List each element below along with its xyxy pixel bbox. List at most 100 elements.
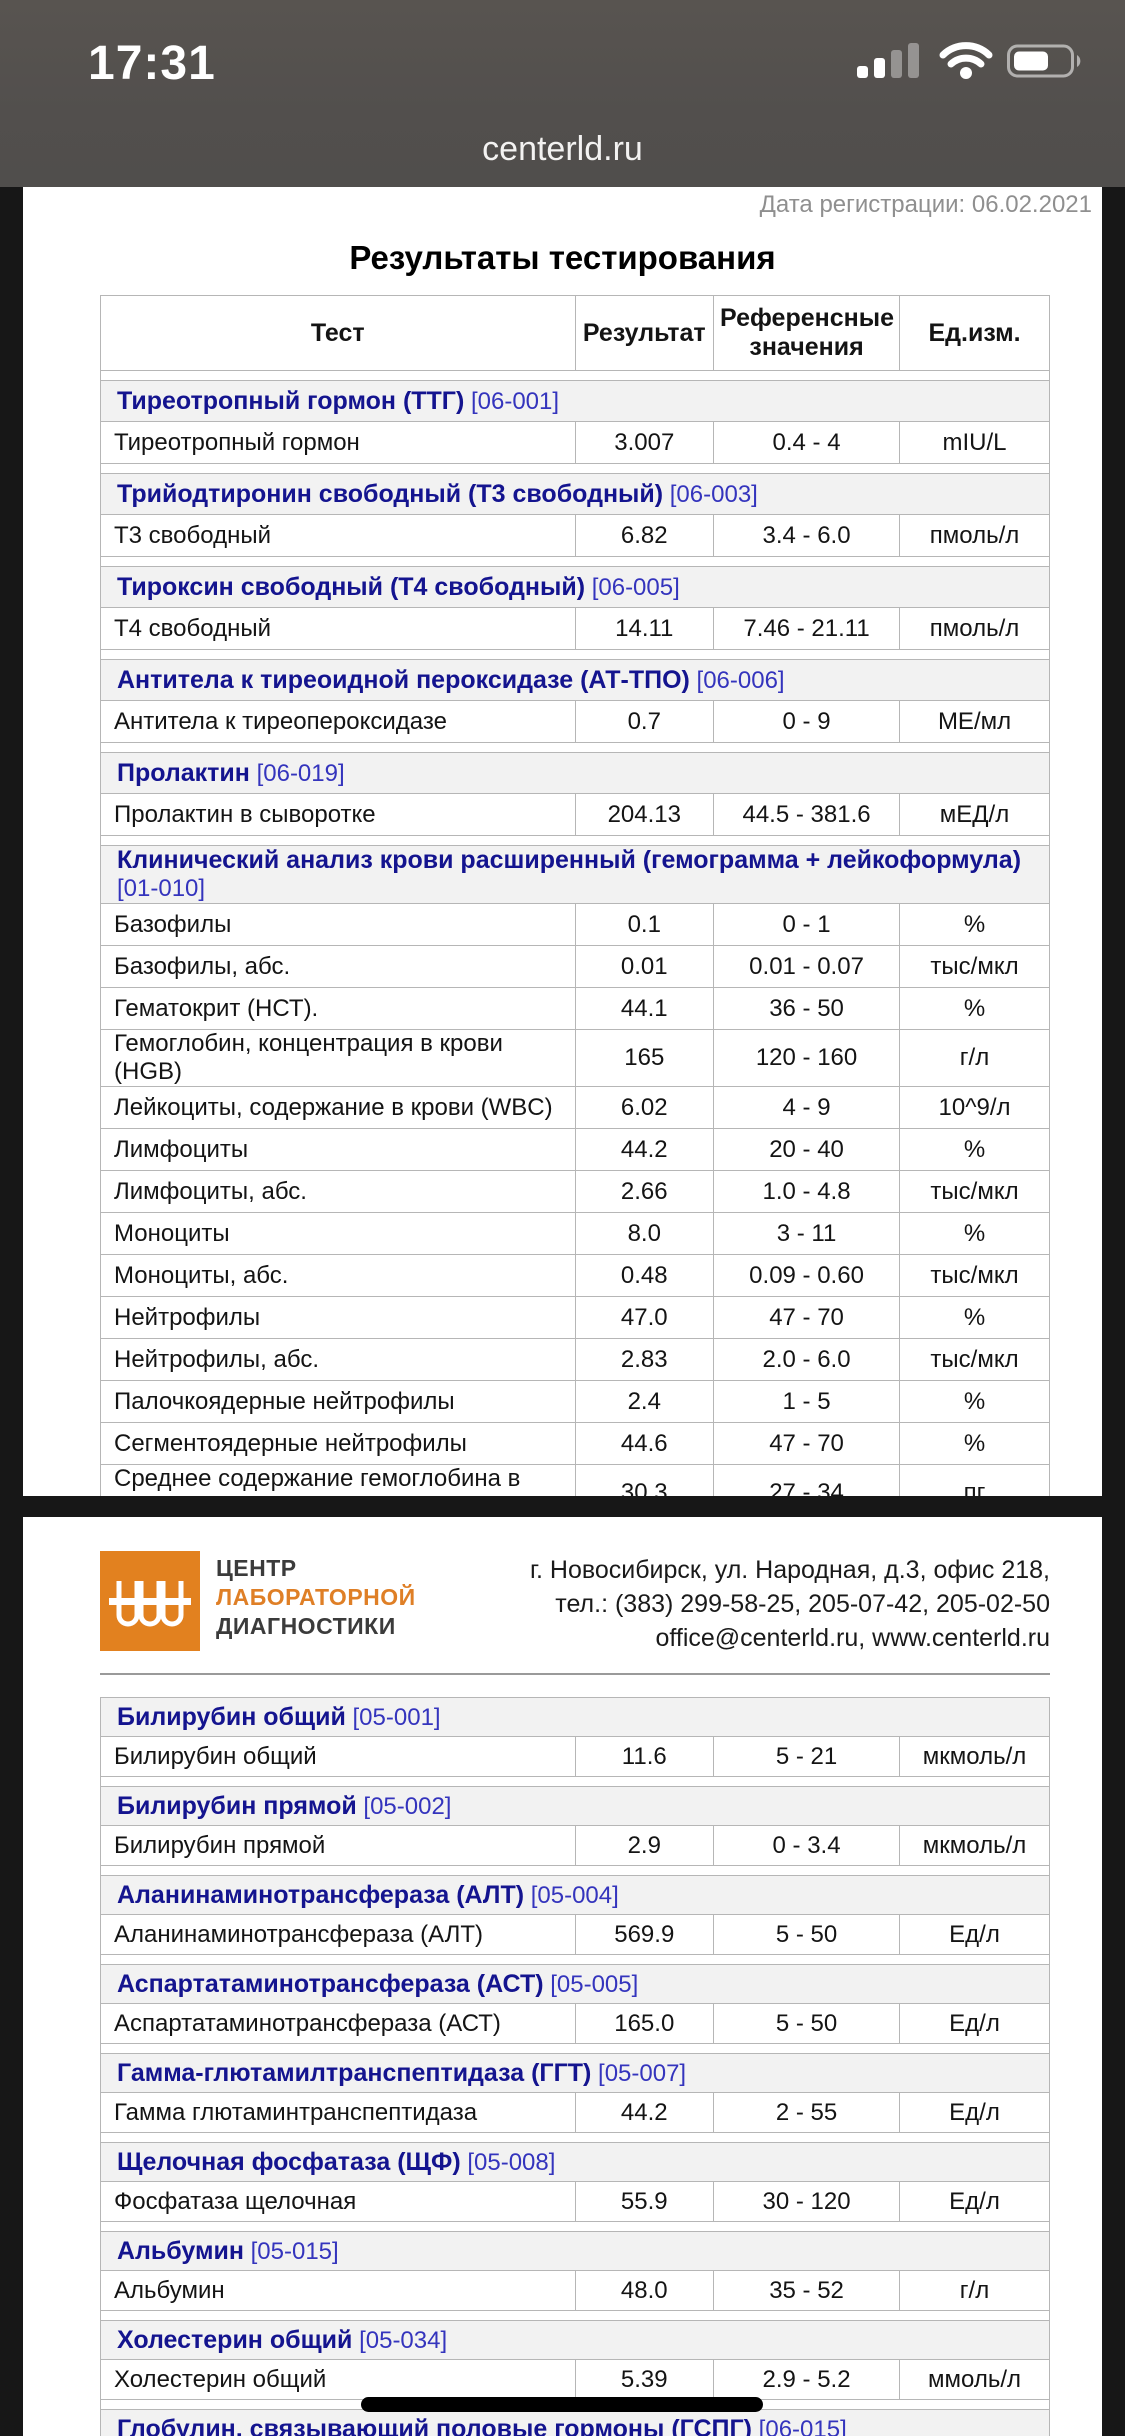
cell-val: 2.4 — [574, 1380, 715, 1423]
cell-name: Среднее содержание гемоглобина в эритроц… — [100, 1464, 576, 1496]
result-row: Палочкоядерные нейтрофилы 2.4 1 - 5% — [100, 1380, 1050, 1423]
spacer-row — [100, 649, 1050, 660]
result-row: Антитела к тиреопероксидазе 0.7 0 - 9 МЕ/мл — [100, 700, 1050, 743]
cell-val: 48.0 — [574, 2270, 715, 2311]
result-row: Среднее содержание гемоглобина в эритроц… — [100, 1464, 1050, 1496]
section-code: [05-015] — [243, 2237, 339, 2265]
cell-name: Гематокрит (НСТ). — [100, 987, 576, 1030]
cell-ref: 4 - 9 — [713, 1086, 901, 1129]
cell-name: Гамма глютаминтранспептидаза — [100, 2092, 576, 2133]
cell-unit: % — [899, 903, 1050, 946]
lab-address: г. Новосибирск, ул. Народная, д.3, офис … — [530, 1551, 1050, 1655]
cell-ref: 2.9 - 5.2 — [713, 2359, 901, 2400]
section-header-row: Билирубин общий [05-001] — [100, 1697, 1050, 1737]
section-header-row: Тиреотропный гормон (ТТГ) [06-001] — [100, 380, 1050, 422]
cell-ref: 47 - 70 — [713, 1296, 901, 1339]
address-line[interactable]: office@centerld.ru, www.centerld.ru — [655, 1624, 1050, 1652]
cell-name: Фосфатаза щелочная — [100, 2181, 576, 2222]
report-page-2: ЦЕНТР ЛАБОРАТОРНОЙ ДИАГНОСТИКИ г. Новоси… — [23, 1517, 1102, 2436]
column-header-0: Тест — [100, 295, 576, 371]
cell-val: 2.83 — [574, 1338, 715, 1381]
browser-url[interactable]: centerld.ru — [482, 130, 643, 168]
cell-ref: 7.46 - 21.11 — [713, 607, 901, 650]
cell-name: Моноциты, абс. — [100, 1254, 576, 1297]
cell-val: 2.66 — [574, 1170, 715, 1213]
section-header-row: Гамма-глютамилтранспептидаза (ГГТ) [05-0… — [100, 2053, 1050, 2093]
cell-ref: 1.0 - 4.8 — [713, 1170, 901, 1213]
address-line: тел.: (383) 299-58-25, 205-07-42, 205-02… — [555, 1590, 1050, 1618]
result-row: Гамма глютаминтранспептидаза 44.2 2 - 55 Ед… — [100, 2092, 1050, 2133]
cell-val: 44.1 — [574, 987, 715, 1030]
cell-val: 0.1 — [574, 903, 715, 946]
spacer-row — [100, 1954, 1050, 1965]
section-name: Тироксин свободный (Т4 свободный) — [117, 572, 586, 601]
section-code: [05-034] — [352, 2326, 448, 2354]
section-header-row: Антитела к тиреоидной пероксидазе (АТ-ТП… — [100, 659, 1050, 701]
cell-unit: Ед/л — [899, 2092, 1050, 2133]
section-name: Альбумин — [117, 2236, 244, 2265]
result-row: Моноциты, абс. 0.48 0.09 - 0.60 тыс/мкл — [100, 1254, 1050, 1297]
section-name: Клинический анализ крови расширенный (ге… — [117, 846, 1022, 874]
result-row: Лейкоциты, содержание в крови (WBC) 6.02 4… — [100, 1086, 1050, 1129]
spacer-row — [100, 463, 1050, 474]
result-row: Лимфоциты 44.2 20 - 40% — [100, 1128, 1050, 1171]
result-row: Нейтрофилы 47.0 47 - 70% — [100, 1296, 1050, 1339]
cell-ref: 30 - 120 — [713, 2181, 901, 2222]
cell-val: 44.2 — [574, 1128, 715, 1171]
cell-ref: 1 - 5 — [713, 1380, 901, 1423]
cell-ref: 120 - 160 — [713, 1029, 901, 1087]
registration-date: Дата регистрации: 06.02.2021 — [759, 191, 1092, 218]
section-code: [06-005] — [585, 573, 680, 601]
spacer-row — [100, 556, 1050, 567]
section-name: Билирубин прямой — [117, 1791, 357, 1820]
spacer-row — [100, 1865, 1050, 1876]
section-name: Билирубин общий — [117, 1702, 346, 1731]
section-code: [06-019] — [249, 759, 345, 787]
result-row: Моноциты 8.0 3 - 11% — [100, 1212, 1050, 1255]
cell-val: 2.9 — [574, 1825, 715, 1866]
spacer-row — [100, 2043, 1050, 2054]
cell-name: Лимфоциты — [100, 1128, 576, 1171]
cell-val: 204.13 — [574, 793, 715, 836]
section-header-row: Аспартатаминотрансфераза (АСТ) [05-005] — [100, 1964, 1050, 2004]
cell-ref: 35 - 52 — [713, 2270, 901, 2311]
result-row: Билирубин общий 11.6 5 - 21 мкмоль/л — [100, 1736, 1050, 1777]
results-table-page2: Билирубин общий [05-001] Билирубин общий 1… — [100, 1697, 1050, 2436]
section-name: Щелочная фосфатаза (ЩФ) — [117, 2147, 461, 2176]
cell-val: 165.0 — [574, 2003, 715, 2044]
wifi-icon — [939, 42, 993, 79]
cell-ref: 36 - 50 — [713, 987, 901, 1030]
cell-unit: тыс/мкл — [899, 1338, 1050, 1381]
cell-name: Базофилы, абс. — [100, 945, 576, 988]
section-code: [05-007] — [591, 2059, 687, 2087]
section-code: [06-006] — [689, 666, 785, 694]
cell-unit: % — [899, 1422, 1050, 1465]
section-name: Пролактин — [117, 758, 250, 787]
section-name: Аланинаминотрансфераза (АЛТ) — [117, 1880, 525, 1909]
cell-val: 0.48 — [574, 1254, 715, 1297]
cell-ref: 3.4 - 6.0 — [713, 514, 901, 557]
cell-ref: 0 - 9 — [713, 700, 901, 743]
section-name: Глобулин, связывающий половые гормоны (Г… — [117, 2414, 753, 2436]
cell-unit: г/л — [899, 1029, 1050, 1087]
section-header-row: Клинический анализ крови расширенный (ге… — [100, 845, 1050, 904]
cell-ref: 2.0 - 6.0 — [713, 1338, 901, 1381]
result-row: Гематокрит (НСТ). 44.1 36 - 50% — [100, 987, 1050, 1030]
cell-name: Т3 свободный — [100, 514, 576, 557]
cell-unit: mIU/L — [899, 421, 1050, 464]
cell-name: Палочкоядерные нейтрофилы — [100, 1380, 576, 1423]
spacer-row — [100, 2132, 1050, 2143]
cell-unit: МЕ/мл — [899, 700, 1050, 743]
cell-val: 6.82 — [574, 514, 715, 557]
result-row: Лимфоциты, абс. 2.66 1.0 - 4.8 тыс/мкл — [100, 1170, 1050, 1213]
cell-ref: 0.09 - 0.60 — [713, 1254, 901, 1297]
result-row: Т4 свободный 14.11 7.46 - 21.11 пмоль/л — [100, 607, 1050, 650]
home-indicator[interactable] — [361, 2397, 763, 2412]
cell-ref: 44.5 - 381.6 — [713, 793, 901, 836]
section-header-row: Аланинаминотрансфераза (АЛТ) [05-004] — [100, 1875, 1050, 1915]
cell-unit: % — [899, 1212, 1050, 1255]
result-row: Т3 свободный 6.82 3.4 - 6.0 пмоль/л — [100, 514, 1050, 557]
cell-name: Аланинаминотрансфераза (АЛТ) — [100, 1914, 576, 1955]
cell-unit: тыс/мкл — [899, 945, 1050, 988]
section-code: [06-003] — [663, 480, 758, 508]
